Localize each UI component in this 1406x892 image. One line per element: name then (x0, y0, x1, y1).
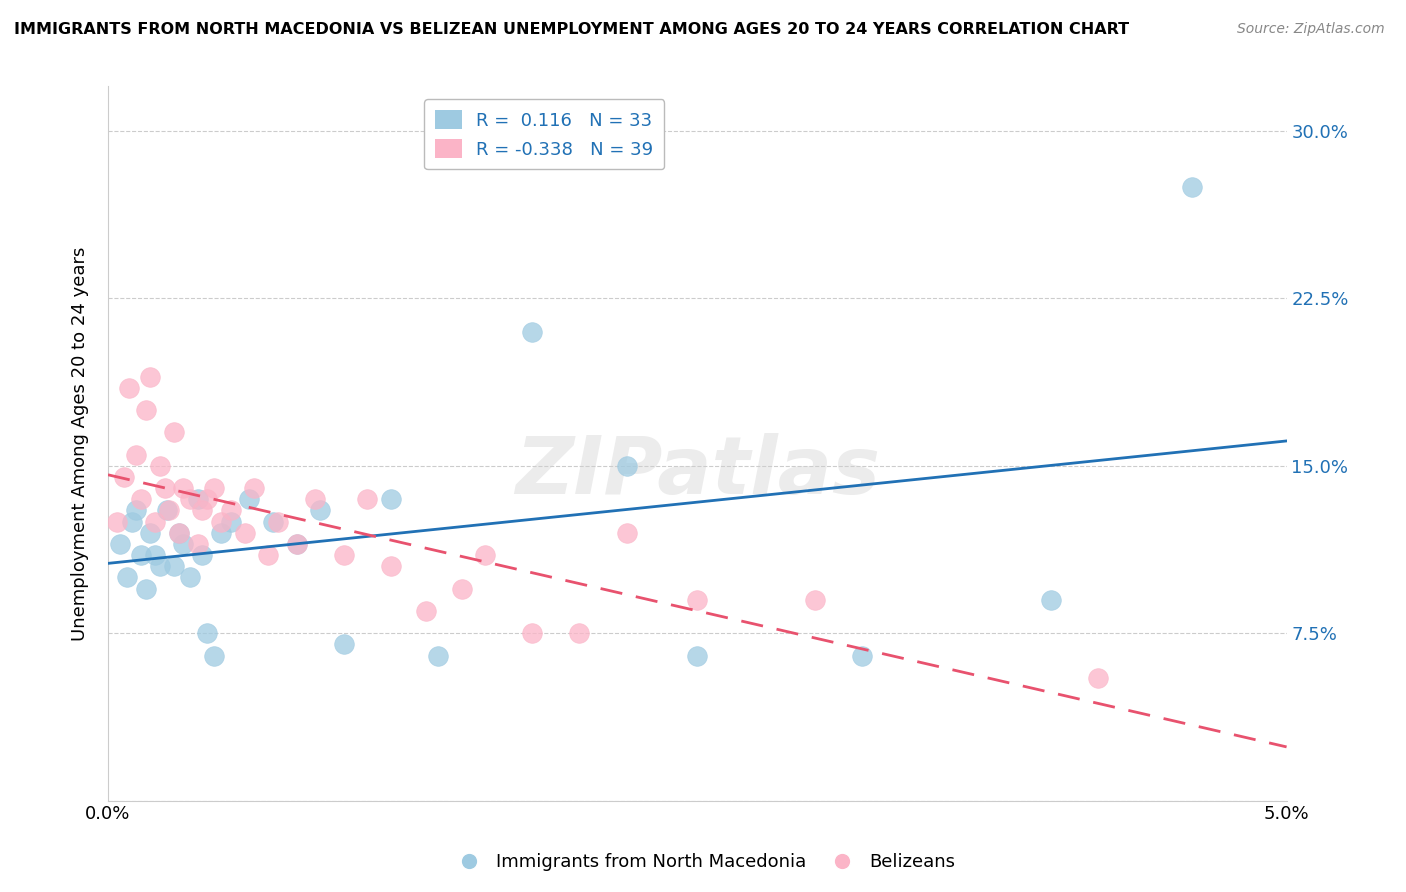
Point (522, 325, 544, 339)
Point (172, 537, 194, 551)
Point (187, 492, 209, 507)
Point (149, 458, 172, 473)
Point (1039, 592, 1062, 607)
Point (285, 537, 308, 551)
Text: IMMIGRANTS FROM NORTH MACEDONIA VS BELIZEAN UNEMPLOYMENT AMONG AGES 20 TO 24 YEA: IMMIGRANTS FROM NORTH MACEDONIA VS BELIZ… (14, 22, 1129, 37)
Y-axis label: Unemployment Among Ages 20 to 24 years: Unemployment Among Ages 20 to 24 years (72, 246, 89, 640)
Point (108, 537, 131, 551)
Text: ZIPatlas: ZIPatlas (515, 433, 880, 511)
Point (522, 626, 544, 640)
Point (686, 648, 709, 663)
Point (219, 503, 242, 517)
Point (851, 648, 873, 663)
Point (474, 548, 496, 562)
Point (115, 570, 138, 584)
Point (156, 503, 179, 517)
Point (427, 648, 450, 663)
Point (202, 648, 225, 663)
Point (332, 637, 354, 651)
Point (129, 548, 152, 562)
Point (139, 525, 162, 540)
Point (135, 403, 157, 417)
Point (143, 515, 166, 529)
Point (107, 515, 129, 529)
Point (121, 515, 143, 529)
Text: Source: ZipAtlas.com: Source: ZipAtlas.com (1237, 22, 1385, 37)
Point (1181, 179, 1204, 194)
Point (415, 604, 437, 618)
Point (163, 559, 186, 574)
Point (167, 525, 190, 540)
Point (616, 458, 638, 473)
Point (209, 515, 232, 529)
Point (179, 492, 201, 507)
Point (195, 626, 218, 640)
Point (202, 481, 225, 495)
Point (157, 503, 180, 517)
Point (139, 369, 162, 384)
Point (125, 503, 148, 517)
Point (267, 515, 290, 529)
Legend: R =  0.116   N = 33, R = -0.338   N = 39: R = 0.116 N = 33, R = -0.338 N = 39 (425, 99, 664, 169)
Point (153, 481, 176, 495)
Point (191, 548, 214, 562)
Point (380, 559, 402, 574)
Point (179, 570, 201, 584)
Point (118, 381, 141, 395)
Point (568, 626, 591, 640)
Point (129, 492, 152, 507)
Point (686, 592, 709, 607)
Point (167, 525, 190, 540)
Point (219, 515, 242, 529)
Point (450, 582, 472, 596)
Point (172, 481, 194, 495)
Point (243, 481, 266, 495)
Point (149, 559, 172, 574)
Point (125, 448, 148, 462)
Point (163, 425, 186, 440)
Point (309, 503, 332, 517)
Point (804, 592, 827, 607)
Point (143, 548, 166, 562)
Legend: Immigrants from North Macedonia, Belizeans: Immigrants from North Macedonia, Belizea… (443, 847, 963, 879)
Point (356, 492, 378, 507)
Point (262, 515, 284, 529)
Point (187, 537, 209, 551)
Point (233, 525, 256, 540)
Point (332, 548, 354, 562)
Point (191, 503, 214, 517)
Point (238, 492, 260, 507)
Point (257, 548, 280, 562)
Point (285, 537, 308, 551)
Point (114, 470, 136, 484)
Point (304, 492, 326, 507)
Point (195, 492, 218, 507)
Point (616, 525, 638, 540)
Point (1087, 671, 1109, 685)
Point (135, 582, 157, 596)
Point (209, 525, 232, 540)
Point (380, 492, 402, 507)
